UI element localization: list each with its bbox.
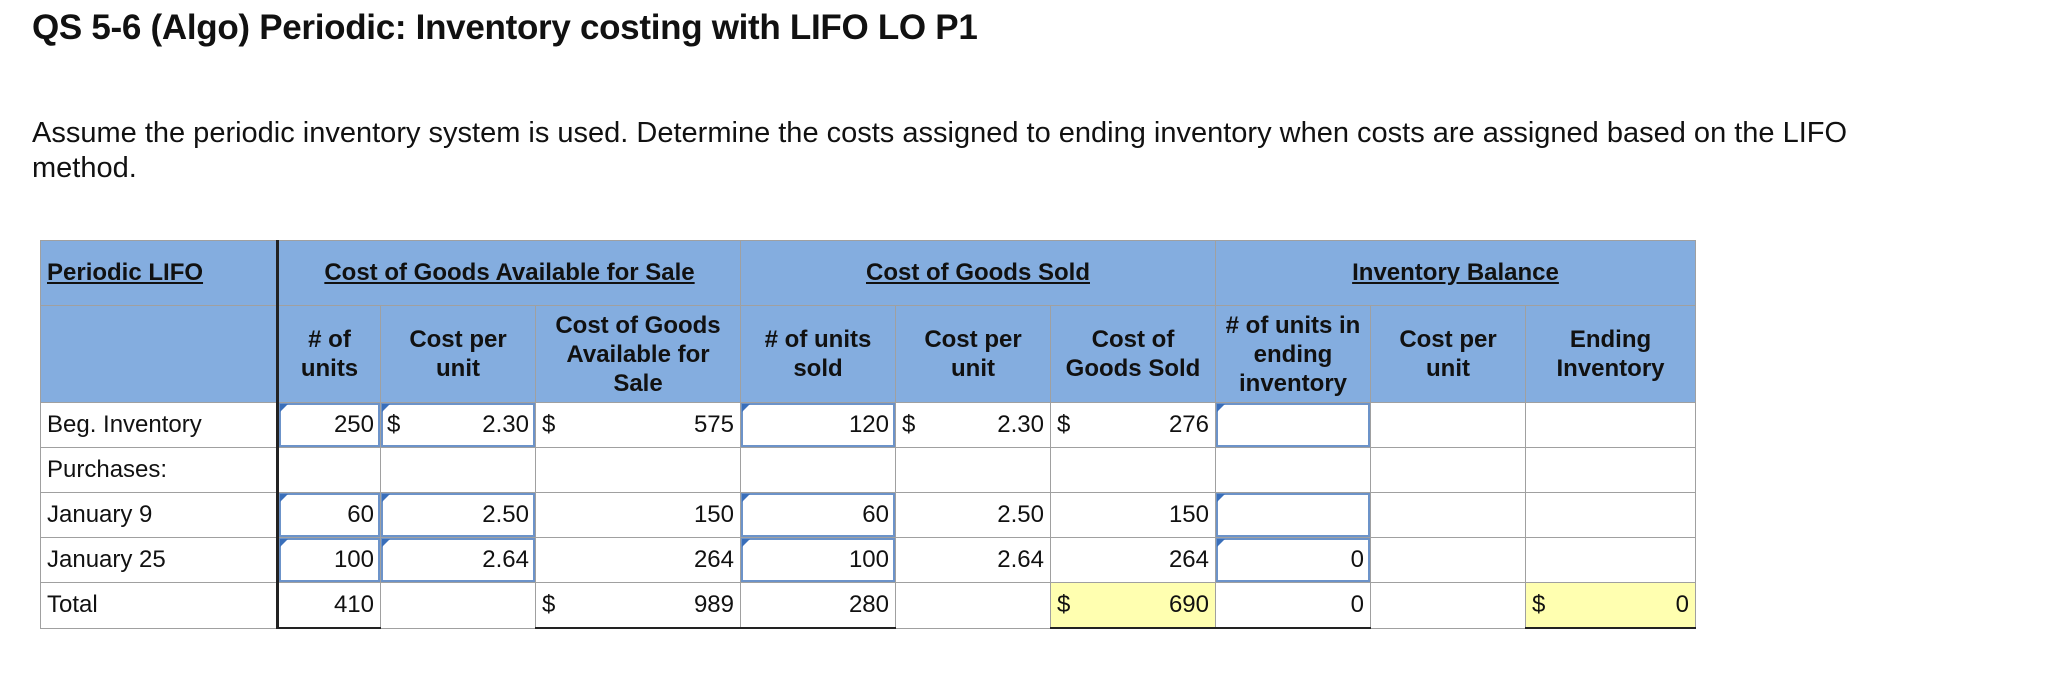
empty-cell [1050, 447, 1216, 493]
empty-cell [1370, 582, 1526, 629]
header-cogs-group: Cost of Goods Sold [740, 240, 1216, 306]
units-input[interactable]: 250 [276, 402, 381, 448]
header-inventory-balance-group: Inventory Balance [1215, 240, 1696, 306]
row-january-9: January 9 60 2.50 150 60 2.50 150 [40, 492, 1696, 538]
empty-cell [740, 447, 896, 493]
header-cost-per-unit: Cost per unit [380, 305, 536, 403]
header-cogs: Cost of Goods Sold [1050, 305, 1216, 403]
ending-inventory-total: $0 [1525, 582, 1696, 629]
currency-symbol: $ [387, 411, 401, 438]
header-units-ending: # of units in ending inventory [1215, 305, 1371, 403]
units-ending-input[interactable] [1215, 492, 1371, 538]
units-ending-total: 0 [1215, 582, 1371, 629]
page-title: QS 5-6 (Algo) Periodic: Inventory costin… [32, 8, 978, 47]
row-label: Total [40, 582, 278, 629]
empty-cell [1525, 447, 1696, 493]
currency-symbol: $ [902, 411, 916, 438]
row-purchases: Purchases: [40, 447, 1696, 493]
currency-symbol: $ [542, 411, 556, 438]
cogas-cell: 264 [535, 537, 741, 583]
instructions-text: Assume the periodic inventory system is … [32, 117, 1848, 184]
currency-symbol: $ [1057, 411, 1071, 438]
row-beg-inventory: Beg. Inventory 250 $2.30 $575 120 $2.30 … [40, 402, 1696, 448]
cost-per-unit-input[interactable]: $2.30 [380, 402, 536, 448]
row-label: Purchases: [40, 447, 278, 493]
row-label: Beg. Inventory [40, 402, 278, 448]
currency-symbol: $ [1532, 591, 1546, 618]
units-sold-input[interactable]: 120 [740, 402, 896, 448]
ending-inventory-cell [1525, 402, 1696, 448]
header-units: # of units [276, 305, 381, 403]
cogas-cell: $575 [535, 402, 741, 448]
cost-per-unit-input[interactable]: 2.64 [380, 537, 536, 583]
empty-cell [1215, 447, 1371, 493]
header-cogas: Cost of Goods Available for Sale [535, 305, 741, 403]
units-input[interactable]: 60 [276, 492, 381, 538]
cogas-total: $989 [535, 582, 741, 629]
units-ending-input[interactable] [1215, 402, 1371, 448]
cost-per-unit-ending-cell [1370, 492, 1526, 538]
ending-inventory-cell [1525, 537, 1696, 583]
cost-per-unit-ending-cell [1370, 402, 1526, 448]
units-sold-input[interactable]: 100 [740, 537, 896, 583]
cost-per-unit-sold-cell: 2.64 [895, 537, 1051, 583]
cogs-cell: 264 [1050, 537, 1216, 583]
row-total: Total 410 $989 280 $690 0 $0 [40, 582, 1696, 629]
header-units-sold: # of units sold [740, 305, 896, 403]
header-cost-per-unit-sold: Cost per unit [895, 305, 1051, 403]
row-label: January 25 [40, 537, 278, 583]
cost-per-unit-ending-cell [1370, 537, 1526, 583]
units-ending-input[interactable]: 0 [1215, 537, 1371, 583]
cogas-cell: 150 [535, 492, 741, 538]
row-january-25: January 25 100 2.64 264 100 2.64 264 0 [40, 537, 1696, 583]
cogs-total: $690 [1050, 582, 1216, 629]
units-total: 410 [276, 582, 381, 629]
header-ending-inventory: Ending Inventory [1525, 305, 1696, 403]
header-cost-per-unit-ending: Cost per unit [1370, 305, 1526, 403]
cogs-cell: $276 [1050, 402, 1216, 448]
cost-per-unit-input[interactable]: 2.50 [380, 492, 536, 538]
header-periodic-lifo: Periodic LIFO [40, 240, 278, 306]
currency-symbol: $ [542, 591, 556, 618]
cogs-cell: 150 [1050, 492, 1216, 538]
empty-cell [895, 582, 1051, 629]
empty-cell [380, 447, 536, 493]
units-sold-total: 280 [740, 582, 896, 629]
header-cogas-group: Cost of Goods Available for Sale [276, 240, 741, 306]
units-input[interactable]: 100 [276, 537, 381, 583]
empty-cell [535, 447, 741, 493]
empty-cell [1370, 447, 1526, 493]
ending-inventory-cell [1525, 492, 1696, 538]
empty-cell [276, 447, 381, 493]
units-sold-input[interactable]: 60 [740, 492, 896, 538]
row-label: January 9 [40, 492, 278, 538]
header-blank [40, 305, 278, 403]
cost-per-unit-sold-cell: 2.50 [895, 492, 1051, 538]
empty-cell [380, 582, 536, 629]
lifo-table: Periodic LIFO Cost of Goods Available fo… [40, 240, 1696, 629]
empty-cell [895, 447, 1051, 493]
cost-per-unit-sold-cell: $2.30 [895, 402, 1051, 448]
currency-symbol: $ [1057, 591, 1071, 618]
